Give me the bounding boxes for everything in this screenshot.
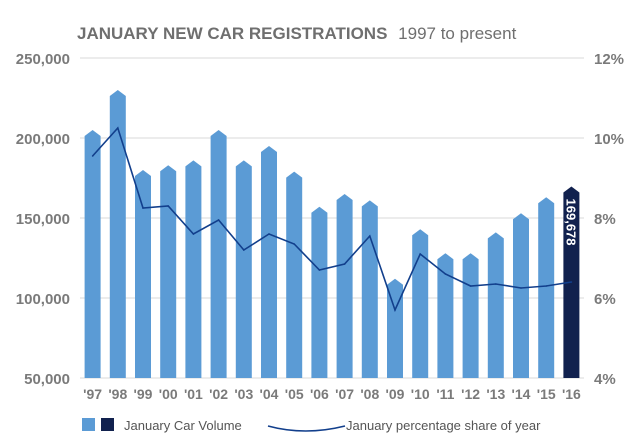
share-line-point — [91, 155, 94, 157]
share-line — [91, 126, 573, 313]
y-right-tick-label: 4% — [594, 371, 616, 388]
bar — [261, 146, 277, 378]
x-tick-label: '98 — [108, 386, 127, 402]
legend: January Car Volume January percentage sha… — [82, 418, 541, 433]
bar — [311, 206, 328, 378]
y-left-tick-label: 200,000 — [16, 131, 70, 148]
x-tick-label: '11 — [436, 386, 454, 402]
share-line-point — [268, 233, 270, 235]
x-tick-label: '03 — [234, 386, 253, 402]
share-line-point — [167, 205, 169, 207]
bar-data-label: 169,678 — [563, 199, 578, 246]
bar — [513, 213, 529, 378]
y-right-tick-label: 10% — [594, 131, 624, 148]
x-tick-label: '14 — [512, 386, 531, 402]
bar — [210, 130, 227, 378]
legend-label-share: January percentage share of year — [346, 418, 541, 433]
share-line-point — [545, 285, 547, 287]
x-tick-label: '02 — [209, 386, 228, 402]
bar — [412, 229, 429, 378]
x-tick-label: '10 — [411, 386, 430, 402]
bar — [437, 253, 454, 378]
x-tick-label: '97 — [83, 386, 102, 402]
share-line-point — [243, 249, 245, 251]
share-line-point — [419, 253, 422, 255]
share-line-point — [444, 273, 447, 275]
x-tick-label: '00 — [159, 386, 178, 402]
bar — [109, 90, 126, 378]
bars: 169,678 — [84, 90, 580, 378]
right-axis-ticks: 4% 6% 8% 10% 12% — [594, 51, 624, 388]
y-right-tick-label: 12% — [594, 51, 624, 68]
bar — [462, 253, 479, 378]
y-left-tick-label: 150,000 — [16, 211, 70, 228]
share-line-path — [92, 126, 572, 313]
x-tick-label: '06 — [310, 386, 329, 402]
legend-swatch-highlight — [101, 418, 114, 431]
bar — [387, 278, 403, 378]
x-tick-label: '04 — [260, 386, 279, 402]
share-line-point — [495, 283, 497, 285]
y-left-tick-label: 50,000 — [24, 371, 70, 388]
share-line-point — [117, 127, 119, 129]
chart-subtitle: 1997 to present — [398, 24, 516, 43]
x-tick-label: '16 — [562, 386, 581, 402]
x-tick-label: '09 — [386, 386, 405, 402]
share-line-point — [369, 235, 371, 237]
left-axis-ticks: 50,000 100,000 150,000 200,000 250,000 — [16, 51, 70, 388]
share-line-point — [570, 281, 573, 283]
x-tick-label: '13 — [486, 386, 505, 402]
bar — [487, 232, 504, 378]
y-left-tick-label: 100,000 — [16, 291, 70, 308]
share-line-point — [318, 269, 321, 271]
x-tick-label: '08 — [360, 386, 379, 402]
x-tick-label: '15 — [537, 386, 556, 402]
legend-swatch-bar — [82, 418, 95, 431]
share-line-point — [192, 233, 195, 235]
share-line-point — [469, 285, 472, 287]
bar — [286, 171, 303, 378]
bar — [235, 160, 252, 378]
y-left-tick-label: 250,000 — [16, 51, 70, 68]
x-tick-label: '99 — [134, 386, 153, 402]
bar — [185, 160, 202, 378]
chart-title: JANUARY NEW CAR REGISTRATIONS 1997 to pr… — [77, 24, 517, 43]
x-axis-ticks: '97 '98 '99 '00 '01 '02 '03 '04 '05 '06 '07 '08 '09 '… — [83, 386, 581, 402]
legend-line-sample — [267, 425, 346, 432]
chart-title-main: JANUARY NEW CAR REGISTRATIONS — [77, 24, 387, 43]
x-tick-label: '12 — [461, 386, 480, 402]
legend-label-volume: January Car Volume — [124, 418, 242, 433]
bar — [538, 197, 555, 378]
share-line-point — [293, 243, 296, 245]
bar — [336, 194, 353, 378]
bar — [160, 165, 177, 378]
bar — [361, 200, 378, 378]
x-tick-label: '05 — [285, 386, 304, 402]
share-line-point — [142, 207, 144, 209]
share-line-point — [217, 219, 220, 221]
y-right-tick-label: 8% — [594, 211, 616, 228]
x-tick-label: '07 — [335, 386, 354, 402]
bar — [135, 170, 151, 378]
y-right-tick-label: 6% — [594, 291, 616, 308]
x-tick-label: '01 — [184, 386, 203, 402]
share-line-point — [520, 287, 522, 289]
gridlines — [80, 57, 584, 379]
share-line-point — [343, 263, 346, 265]
share-line-point — [394, 309, 396, 311]
bar — [84, 130, 101, 378]
